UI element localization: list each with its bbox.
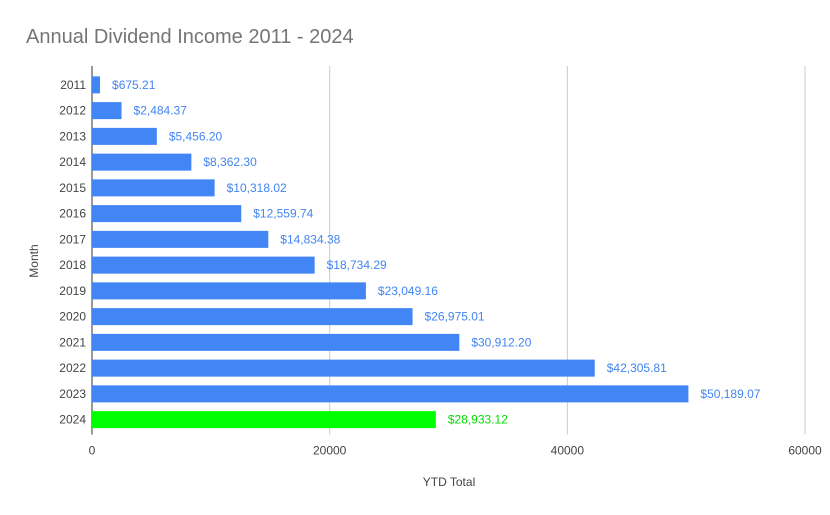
data-label: $30,912.20 [471, 335, 531, 349]
data-labels-layer: $675.21 $2,484.37 $5,456.20 $8,362.30 $10,31… [112, 78, 761, 427]
data-label: $2,484.37 [134, 104, 188, 118]
data-label: $14,834.38 [280, 232, 340, 246]
y-tick-label: 2014 [59, 155, 86, 169]
bar [92, 102, 122, 120]
y-tick-label: 2011 [60, 78, 86, 92]
y-tick-label: 2016 [59, 207, 86, 221]
bar [92, 411, 436, 429]
bar [92, 256, 315, 274]
y-tick-label: 2015 [59, 181, 86, 195]
data-label: $50,189.07 [700, 387, 760, 401]
data-label: $12,559.74 [253, 207, 313, 221]
y-tick-label: 2024 [59, 413, 86, 427]
data-label: $5,456.20 [169, 129, 223, 143]
x-tick-label: 60000 [788, 444, 822, 458]
bar [92, 205, 242, 223]
data-label: $42,305.81 [607, 361, 667, 375]
chart-title: Annual Dividend Income 2011 - 2024 [26, 26, 354, 48]
ticks-layer: 0 20000 40000 60000 2011 2012 2013 2014 2015 2016… [59, 78, 822, 458]
y-tick-label: 2023 [59, 387, 86, 401]
bars-layer [92, 76, 689, 429]
data-label: $28,933.12 [448, 413, 508, 427]
bar [92, 179, 215, 197]
y-axis-title: Month [27, 244, 41, 277]
bar [92, 282, 366, 300]
bar [92, 385, 689, 403]
y-tick-label: 2013 [59, 129, 86, 143]
x-tick-label: 40000 [551, 444, 585, 458]
x-tick-label: 20000 [313, 444, 347, 458]
data-label: $18,734.29 [327, 258, 387, 272]
data-label: $675.21 [112, 78, 156, 92]
y-tick-label: 2021 [59, 335, 86, 349]
y-tick-label: 2020 [59, 310, 86, 324]
y-tick-label: 2012 [59, 104, 86, 118]
grid-layer [91, 66, 806, 435]
bar [92, 333, 460, 351]
bar [92, 153, 192, 171]
bar [92, 76, 101, 94]
y-tick-label: 2018 [59, 258, 86, 272]
bar [92, 359, 595, 377]
data-label: $10,318.02 [227, 181, 287, 195]
data-label: $26,975.01 [425, 310, 485, 324]
bar [92, 230, 269, 248]
y-tick-label: 2019 [59, 284, 86, 298]
data-label: $23,049.16 [378, 284, 438, 298]
x-tick-label: 0 [89, 444, 96, 458]
data-label: $8,362.30 [203, 155, 257, 169]
bar [92, 127, 157, 145]
y-tick-label: 2022 [59, 361, 86, 375]
x-axis-title: YTD Total [423, 475, 475, 489]
y-tick-label: 2017 [59, 232, 86, 246]
bar [92, 308, 413, 326]
